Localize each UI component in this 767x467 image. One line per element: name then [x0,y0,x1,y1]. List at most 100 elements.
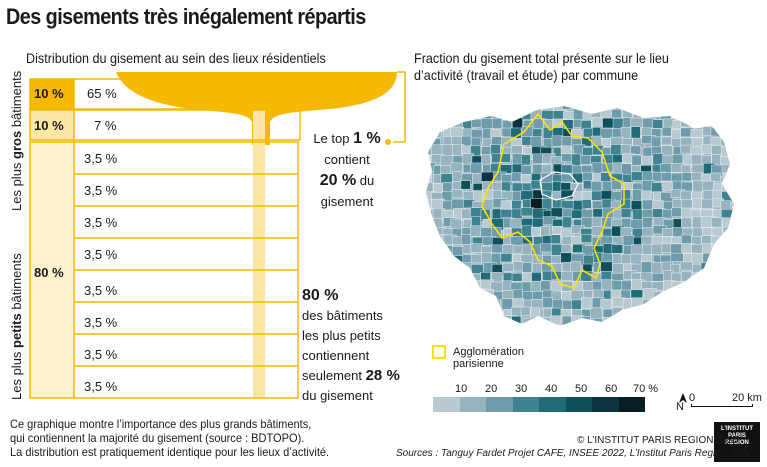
commune-cell [742,155,752,166]
commune-cell [601,279,614,291]
commune-cell [741,309,752,320]
commune-cell [431,334,445,340]
commune-cell [622,335,633,340]
commune-cell [622,327,631,338]
commune-cell [680,261,693,271]
commune-cell [511,208,523,220]
commune-cell [580,106,593,112]
commune-cell [533,324,546,326]
commune-cell [611,244,623,254]
commune-cell [681,290,694,300]
commune-cell [722,245,732,258]
scale-swatch [486,397,513,412]
commune-cell [722,106,734,111]
scalebar-20km: 20 km [732,392,762,404]
commune-cell [662,209,673,219]
commune-cell [463,335,474,340]
commune-cell [742,164,752,176]
commune-cell [692,198,702,209]
commune-cell [682,110,694,120]
commune-cell [662,118,675,128]
commune-cell [471,118,482,128]
commune-cell [671,138,682,147]
commune-cell [612,307,623,317]
commune-cell [442,261,456,271]
commune-cell [481,92,492,100]
commune-cell [743,201,752,211]
commune-cell [733,317,734,326]
commune-cell [492,334,503,340]
region-map [413,92,752,340]
commune-cell [741,101,750,111]
group-label-second: 10 % [34,118,64,133]
map-title: Fraction du gisement total présente sur … [414,50,669,83]
commune-cell [700,106,713,112]
commune-cell [630,106,644,112]
value-cell: 7 % [94,118,117,133]
commune-cell [662,316,675,326]
scale-tick: 20 [485,383,498,395]
commune-cell [502,262,515,272]
commune-cell [742,300,752,311]
commune-cell [553,327,565,339]
commune-cell [413,253,425,265]
commune-cell [651,297,662,311]
commune-cell [460,288,471,301]
commune-cell [610,325,625,326]
commune-cell [690,117,704,128]
commune-cell [551,307,563,317]
commune-cell [681,106,692,115]
commune-cell [662,93,673,101]
commune-cell [642,106,654,110]
commune-cell [723,297,734,311]
commune-cell [621,163,632,175]
commune-cell [431,92,442,101]
commune-cell [681,164,691,175]
commune-cell [611,109,622,119]
scale-swatch [618,397,645,412]
commune-cell [700,144,714,154]
commune-cell [453,327,463,338]
commune-cell [743,318,752,328]
commune-cell [540,280,551,292]
commune-cell [701,288,714,302]
commune-cell [441,270,455,284]
vertical-label-gros: Les plus gros bâtiments [9,70,24,211]
commune-cell [732,128,734,139]
commune-cell [701,299,716,309]
commune-cell [492,317,505,326]
commune-cell [432,272,446,281]
commune-cell [711,108,726,122]
commune-cell [681,217,692,229]
group-rest-bg [30,142,74,398]
commune-cell [723,92,732,101]
commune-cell [562,335,576,340]
commune-cell [571,153,582,167]
commune-cell [581,335,591,340]
commune-cell [670,252,684,262]
commune-cell [580,234,593,243]
commune-cell [511,200,522,210]
commune-cell [650,243,663,256]
commune-cell [521,325,533,326]
commune-cell [563,111,574,120]
commune-cell [731,261,734,275]
commune-cell [732,207,734,218]
commune-cell [711,217,722,228]
commune-cell [651,273,665,282]
commune-cell [691,334,703,340]
commune-cell [721,281,734,291]
commune-cell [631,315,643,326]
commune-cell [440,325,453,326]
commune-cell [500,106,512,114]
value-cell: 65 % [87,86,117,101]
commune-cell [601,317,617,326]
commune-cell [541,198,552,211]
commune-cell [510,218,524,230]
commune-cell [742,289,752,298]
commune-cell [653,326,663,337]
commune-cell [680,190,692,201]
group-label-rest: 80 % [34,265,64,280]
value-cell: 3,5 % [84,283,118,298]
commune-cell [693,298,704,308]
